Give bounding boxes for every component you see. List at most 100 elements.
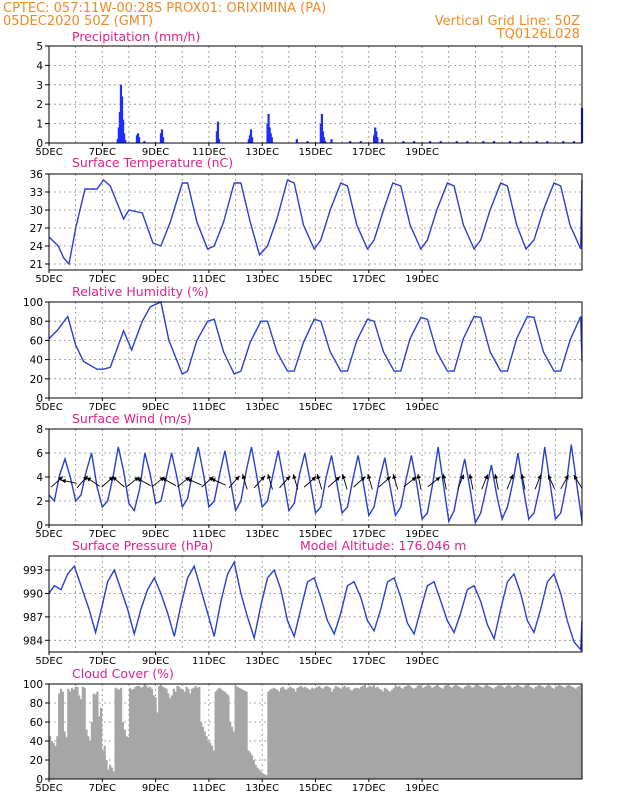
cloud-cover-bar bbox=[489, 686, 492, 779]
cloud-cover-bar bbox=[414, 687, 417, 779]
cloud-cover-bar bbox=[518, 685, 521, 779]
y-tick-label: 100 bbox=[23, 679, 43, 691]
cloud-cover-bar bbox=[307, 688, 310, 779]
cloud-cover-bar bbox=[212, 750, 215, 779]
cloud-cover-bar bbox=[378, 688, 381, 779]
cloud-cover-bar bbox=[201, 726, 205, 779]
wind-vector-arrow bbox=[341, 474, 348, 490]
wind-vector-arrow bbox=[353, 476, 366, 488]
cloud-cover-bar bbox=[49, 736, 52, 779]
cloud-cover-bar bbox=[365, 687, 368, 779]
x-tick-label: 17DEC bbox=[352, 656, 386, 667]
precipitation-bar bbox=[428, 141, 432, 143]
cloud-cover-bar bbox=[343, 685, 346, 779]
precipitation-bar bbox=[466, 141, 469, 143]
wind-vector-arrow bbox=[76, 475, 88, 489]
cloud-cover-bar bbox=[547, 684, 550, 779]
cloud-cover-bar bbox=[274, 688, 277, 779]
cloud-cover-bar bbox=[234, 685, 237, 779]
cloud-cover-bar bbox=[192, 687, 195, 779]
y-tick-label: 0 bbox=[36, 393, 43, 405]
pressure-series-line bbox=[48, 560, 583, 652]
cloud-cover-bar bbox=[476, 684, 479, 779]
cloud-cover-bar bbox=[58, 693, 61, 779]
temperature-title: Surface Temperature (nC) bbox=[72, 155, 233, 170]
cloud-cover-bar bbox=[207, 741, 210, 779]
cloud-cover-bar bbox=[380, 689, 383, 779]
precipitation-bar bbox=[123, 133, 126, 143]
wind-vector-arrow bbox=[427, 476, 441, 488]
x-tick-label: 13DEC bbox=[245, 783, 279, 794]
cloud-cover-bar bbox=[416, 685, 419, 779]
cloud-cover-bar bbox=[238, 687, 241, 779]
precipitation-bar bbox=[161, 137, 165, 143]
cloud-cover-bar bbox=[394, 685, 397, 779]
cloud-cover-bar bbox=[172, 688, 175, 779]
cloud-cover-bar bbox=[445, 684, 448, 779]
cloud-cover-bar bbox=[440, 687, 443, 779]
x-tick-label: 19DEC bbox=[405, 274, 439, 285]
cloud-cover-bar bbox=[203, 731, 206, 779]
cloud-cover-bar bbox=[283, 688, 286, 779]
y-tick-label: 987 bbox=[23, 612, 43, 624]
header-run-time: 05DEC2020 50Z (GMT) bbox=[3, 14, 153, 29]
cloud-cover-bar bbox=[465, 685, 468, 779]
cloud-cover-bar bbox=[210, 745, 214, 779]
cloud-cover-bar bbox=[94, 694, 97, 779]
cloud-cover-bar bbox=[50, 741, 54, 779]
cloud-cover-bar bbox=[545, 685, 548, 779]
precipitation-bar bbox=[124, 140, 127, 143]
cloud-cover-bar bbox=[281, 686, 285, 779]
cloud-cover-bar bbox=[443, 685, 446, 779]
cloud-cover-bar bbox=[250, 755, 254, 779]
cloud-cover-bar bbox=[314, 687, 317, 779]
cloud-cover-bar bbox=[56, 736, 59, 779]
cloud-cover-bar bbox=[456, 685, 459, 779]
cloud-cover-bar bbox=[181, 689, 185, 779]
cloud-cover-bar bbox=[312, 688, 315, 779]
cloud-cover-bar bbox=[227, 695, 230, 779]
precipitation-bar bbox=[439, 141, 442, 143]
cloud-cover-bar bbox=[512, 686, 516, 779]
cloud-cover-bar bbox=[505, 685, 508, 779]
cloud-cover-bar bbox=[89, 741, 92, 779]
cloud-cover-bar bbox=[483, 685, 486, 779]
cloud-cover-bar bbox=[290, 687, 294, 779]
cloud-cover-bar bbox=[209, 742, 212, 779]
cloud-cover-bar bbox=[318, 685, 321, 779]
cloud-cover-bar bbox=[278, 691, 281, 779]
cloud-cover-bar bbox=[334, 685, 337, 779]
x-tick-label: 5DEC bbox=[35, 402, 62, 413]
wind-vector-arrow bbox=[560, 474, 569, 490]
cloud-cover-bar bbox=[471, 687, 474, 779]
x-tick-label: 11DEC bbox=[192, 402, 226, 413]
x-tick-label: 19DEC bbox=[405, 402, 439, 413]
precipitation-bar bbox=[216, 121, 220, 143]
cloud-cover-bar bbox=[205, 736, 208, 779]
cloud-cover-bar bbox=[92, 693, 95, 779]
cloud-cover-bar bbox=[509, 685, 512, 779]
cloud-cover-bar bbox=[347, 686, 350, 779]
x-tick-label: 15DEC bbox=[299, 274, 333, 285]
temperature-plot-frame bbox=[48, 173, 583, 271]
precipitation-bar bbox=[546, 141, 549, 143]
cloud-cover-bar bbox=[232, 731, 235, 779]
cloud-cover-bar bbox=[245, 691, 248, 779]
wind-vector-arrow bbox=[316, 474, 323, 490]
wind-vector-arrow bbox=[441, 473, 447, 490]
x-tick-label: 9DEC bbox=[142, 147, 169, 158]
wind-vector-arrow bbox=[111, 476, 125, 488]
x-tick-label: 9DEC bbox=[142, 656, 169, 667]
cloud-cover-bar bbox=[329, 687, 332, 779]
header-station: CPTEC: 057:11W-00:28S PROX01: ORIXIMINA … bbox=[3, 1, 326, 16]
x-tick-label: 11DEC bbox=[192, 529, 226, 540]
cloud-cover-bar bbox=[491, 687, 494, 779]
wind-vector-arrow bbox=[86, 476, 100, 487]
cloud-cover-bar bbox=[156, 712, 159, 779]
cloud-cover-title: Cloud Cover (%) bbox=[72, 666, 174, 681]
cloud-cover-bar bbox=[507, 684, 510, 779]
x-tick-label: 11DEC bbox=[192, 656, 226, 667]
y-tick-label: 36 bbox=[30, 169, 44, 181]
precipitation-bar bbox=[306, 141, 309, 143]
